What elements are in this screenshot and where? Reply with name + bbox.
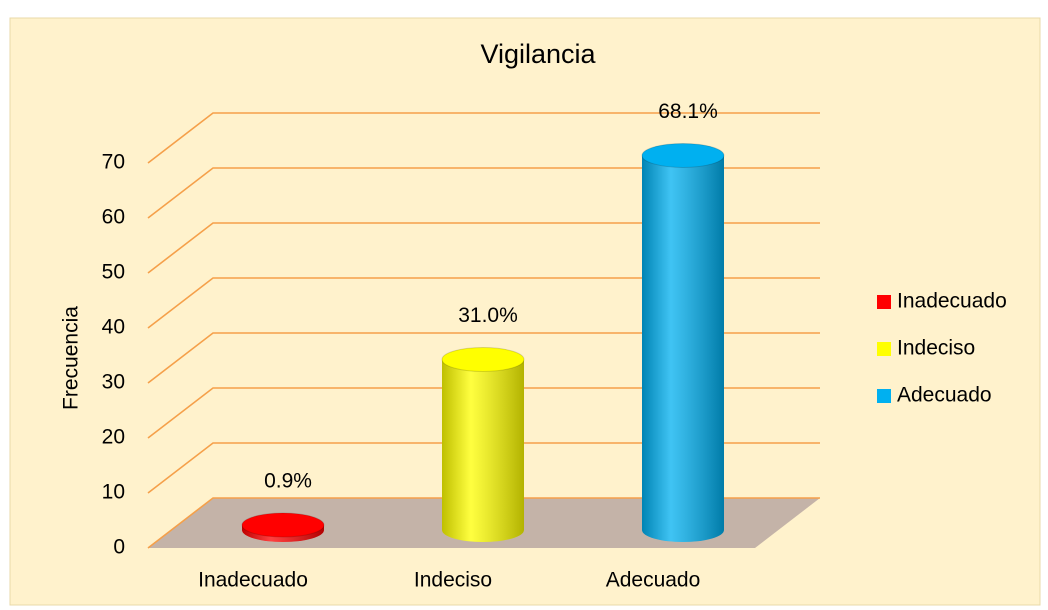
bar [641, 142, 725, 542]
y-tick-label: 0 [113, 536, 125, 559]
grid-line [147, 387, 820, 439]
legend-swatch [877, 295, 891, 309]
bar [241, 512, 325, 542]
bar-part [241, 512, 325, 538]
y-tick-label: 50 [102, 261, 125, 284]
x-tick-label: Adecuado [606, 569, 701, 592]
legend-label: Indeciso [897, 337, 975, 360]
x-tick-label: Indeciso [414, 569, 492, 592]
legend-label: Inadecuado [897, 290, 1007, 313]
data-label: 0.9% [264, 470, 312, 493]
y-axis-label: Frecuencia [60, 306, 83, 410]
data-label: 68.1% [658, 100, 718, 123]
bar-part [642, 155, 724, 542]
legend-swatch [877, 389, 891, 403]
grid-line [147, 167, 820, 219]
y-tick-label: 70 [102, 151, 125, 174]
chart-title: Vigilancia [480, 39, 596, 69]
y-tick-label: 30 [102, 371, 125, 394]
y-tick-label: 60 [102, 206, 125, 229]
y-tick-label: 40 [102, 316, 125, 339]
y-tick-label: 10 [102, 481, 125, 504]
grid-line [147, 112, 820, 164]
data-label: 31.0% [458, 304, 518, 327]
bar [441, 347, 525, 542]
grid-line [147, 277, 820, 329]
bar-part [441, 347, 525, 372]
x-tick-label: Inadecuado [198, 569, 308, 592]
y-tick-label: 20 [102, 426, 125, 449]
legend-label: Adecuado [897, 384, 992, 407]
legend-swatch [877, 342, 891, 356]
grid-line [147, 332, 820, 384]
grid-line [147, 222, 820, 274]
grid-line [147, 442, 820, 494]
bar-part [442, 359, 524, 542]
grid-line [147, 497, 820, 549]
bar-part [641, 142, 725, 168]
